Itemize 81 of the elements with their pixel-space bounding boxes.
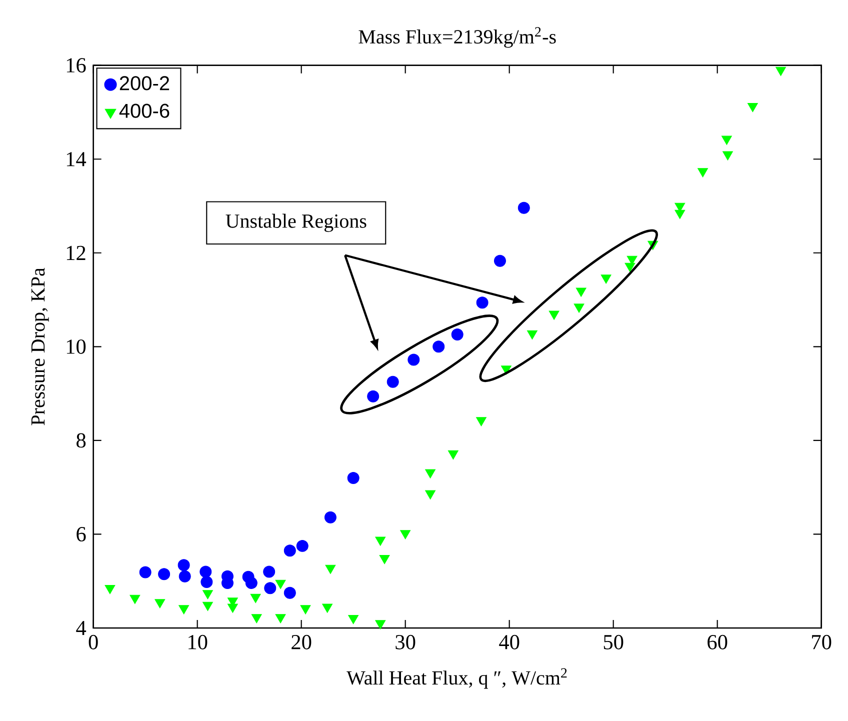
annotation: Unstable Regions xyxy=(226,214,366,232)
chart-title: Mass Flux=2139kg/m$^{2}$-s xyxy=(358,27,556,48)
x-tick-label: 20 xyxy=(292,634,312,650)
point xyxy=(158,568,170,580)
point xyxy=(263,566,276,578)
point xyxy=(275,580,286,589)
point xyxy=(251,614,262,624)
point xyxy=(347,472,360,484)
y-axis-title: Pressure Drop, KPa xyxy=(31,268,49,426)
point xyxy=(448,450,458,460)
x-tick-label: 30 xyxy=(396,634,416,650)
point xyxy=(202,590,213,600)
point xyxy=(476,296,488,308)
point xyxy=(375,620,386,630)
point xyxy=(275,614,286,624)
point xyxy=(200,576,213,588)
point xyxy=(104,584,116,594)
y-tick-label: 8 xyxy=(76,433,86,448)
point xyxy=(300,605,311,614)
point xyxy=(451,328,464,340)
point xyxy=(284,544,296,556)
y-tick-label: 4 xyxy=(76,620,86,635)
point xyxy=(548,310,560,320)
point xyxy=(227,604,238,613)
point xyxy=(379,554,390,564)
point xyxy=(367,390,380,402)
point xyxy=(130,594,140,604)
y-tick-label: 6 xyxy=(76,526,86,542)
point xyxy=(425,469,436,478)
point xyxy=(325,564,336,574)
point xyxy=(500,365,512,375)
point xyxy=(674,202,686,212)
x-tick-label: 10 xyxy=(188,634,208,650)
y-tick-label: 10 xyxy=(66,339,86,354)
point xyxy=(576,288,586,297)
point xyxy=(200,566,212,578)
point xyxy=(600,274,612,284)
legend-label: 400-6 xyxy=(119,104,170,118)
point xyxy=(284,586,296,599)
x-axis-title: Wall Heat Flux, q ″, W/cm$^{2}$ xyxy=(346,668,567,689)
point xyxy=(494,254,506,267)
point xyxy=(245,576,258,589)
point xyxy=(264,582,276,594)
point xyxy=(626,256,638,265)
point xyxy=(408,354,420,366)
point xyxy=(202,602,213,611)
point xyxy=(324,511,336,524)
point xyxy=(178,559,190,572)
x-tick-label: 0 xyxy=(88,634,98,650)
x-tick-label: 40 xyxy=(499,634,520,650)
legend-label: 200-2 xyxy=(120,76,170,90)
point xyxy=(432,340,445,353)
x-tick-label: 50 xyxy=(604,634,624,650)
x-tick-label: 60 xyxy=(708,634,728,650)
point xyxy=(526,330,538,340)
point xyxy=(674,210,686,219)
point xyxy=(747,102,758,112)
x-tick-label: 70 xyxy=(812,634,832,650)
point xyxy=(776,66,786,76)
point xyxy=(296,540,308,552)
point xyxy=(348,614,359,624)
point xyxy=(698,168,708,178)
point xyxy=(386,376,399,388)
point xyxy=(624,262,636,272)
point xyxy=(250,594,261,603)
point xyxy=(178,570,191,582)
point xyxy=(476,416,486,426)
point xyxy=(322,604,333,613)
point xyxy=(518,202,530,214)
point xyxy=(722,151,733,160)
y-tick-label: 12 xyxy=(66,246,86,260)
point xyxy=(400,530,411,540)
point xyxy=(154,598,166,608)
point xyxy=(178,605,190,614)
point xyxy=(721,136,732,145)
point xyxy=(574,304,584,313)
point xyxy=(139,566,152,578)
y-tick-label: 14 xyxy=(66,152,86,166)
y-tick-label: 16 xyxy=(66,58,86,72)
point xyxy=(375,536,386,546)
point xyxy=(425,490,436,500)
